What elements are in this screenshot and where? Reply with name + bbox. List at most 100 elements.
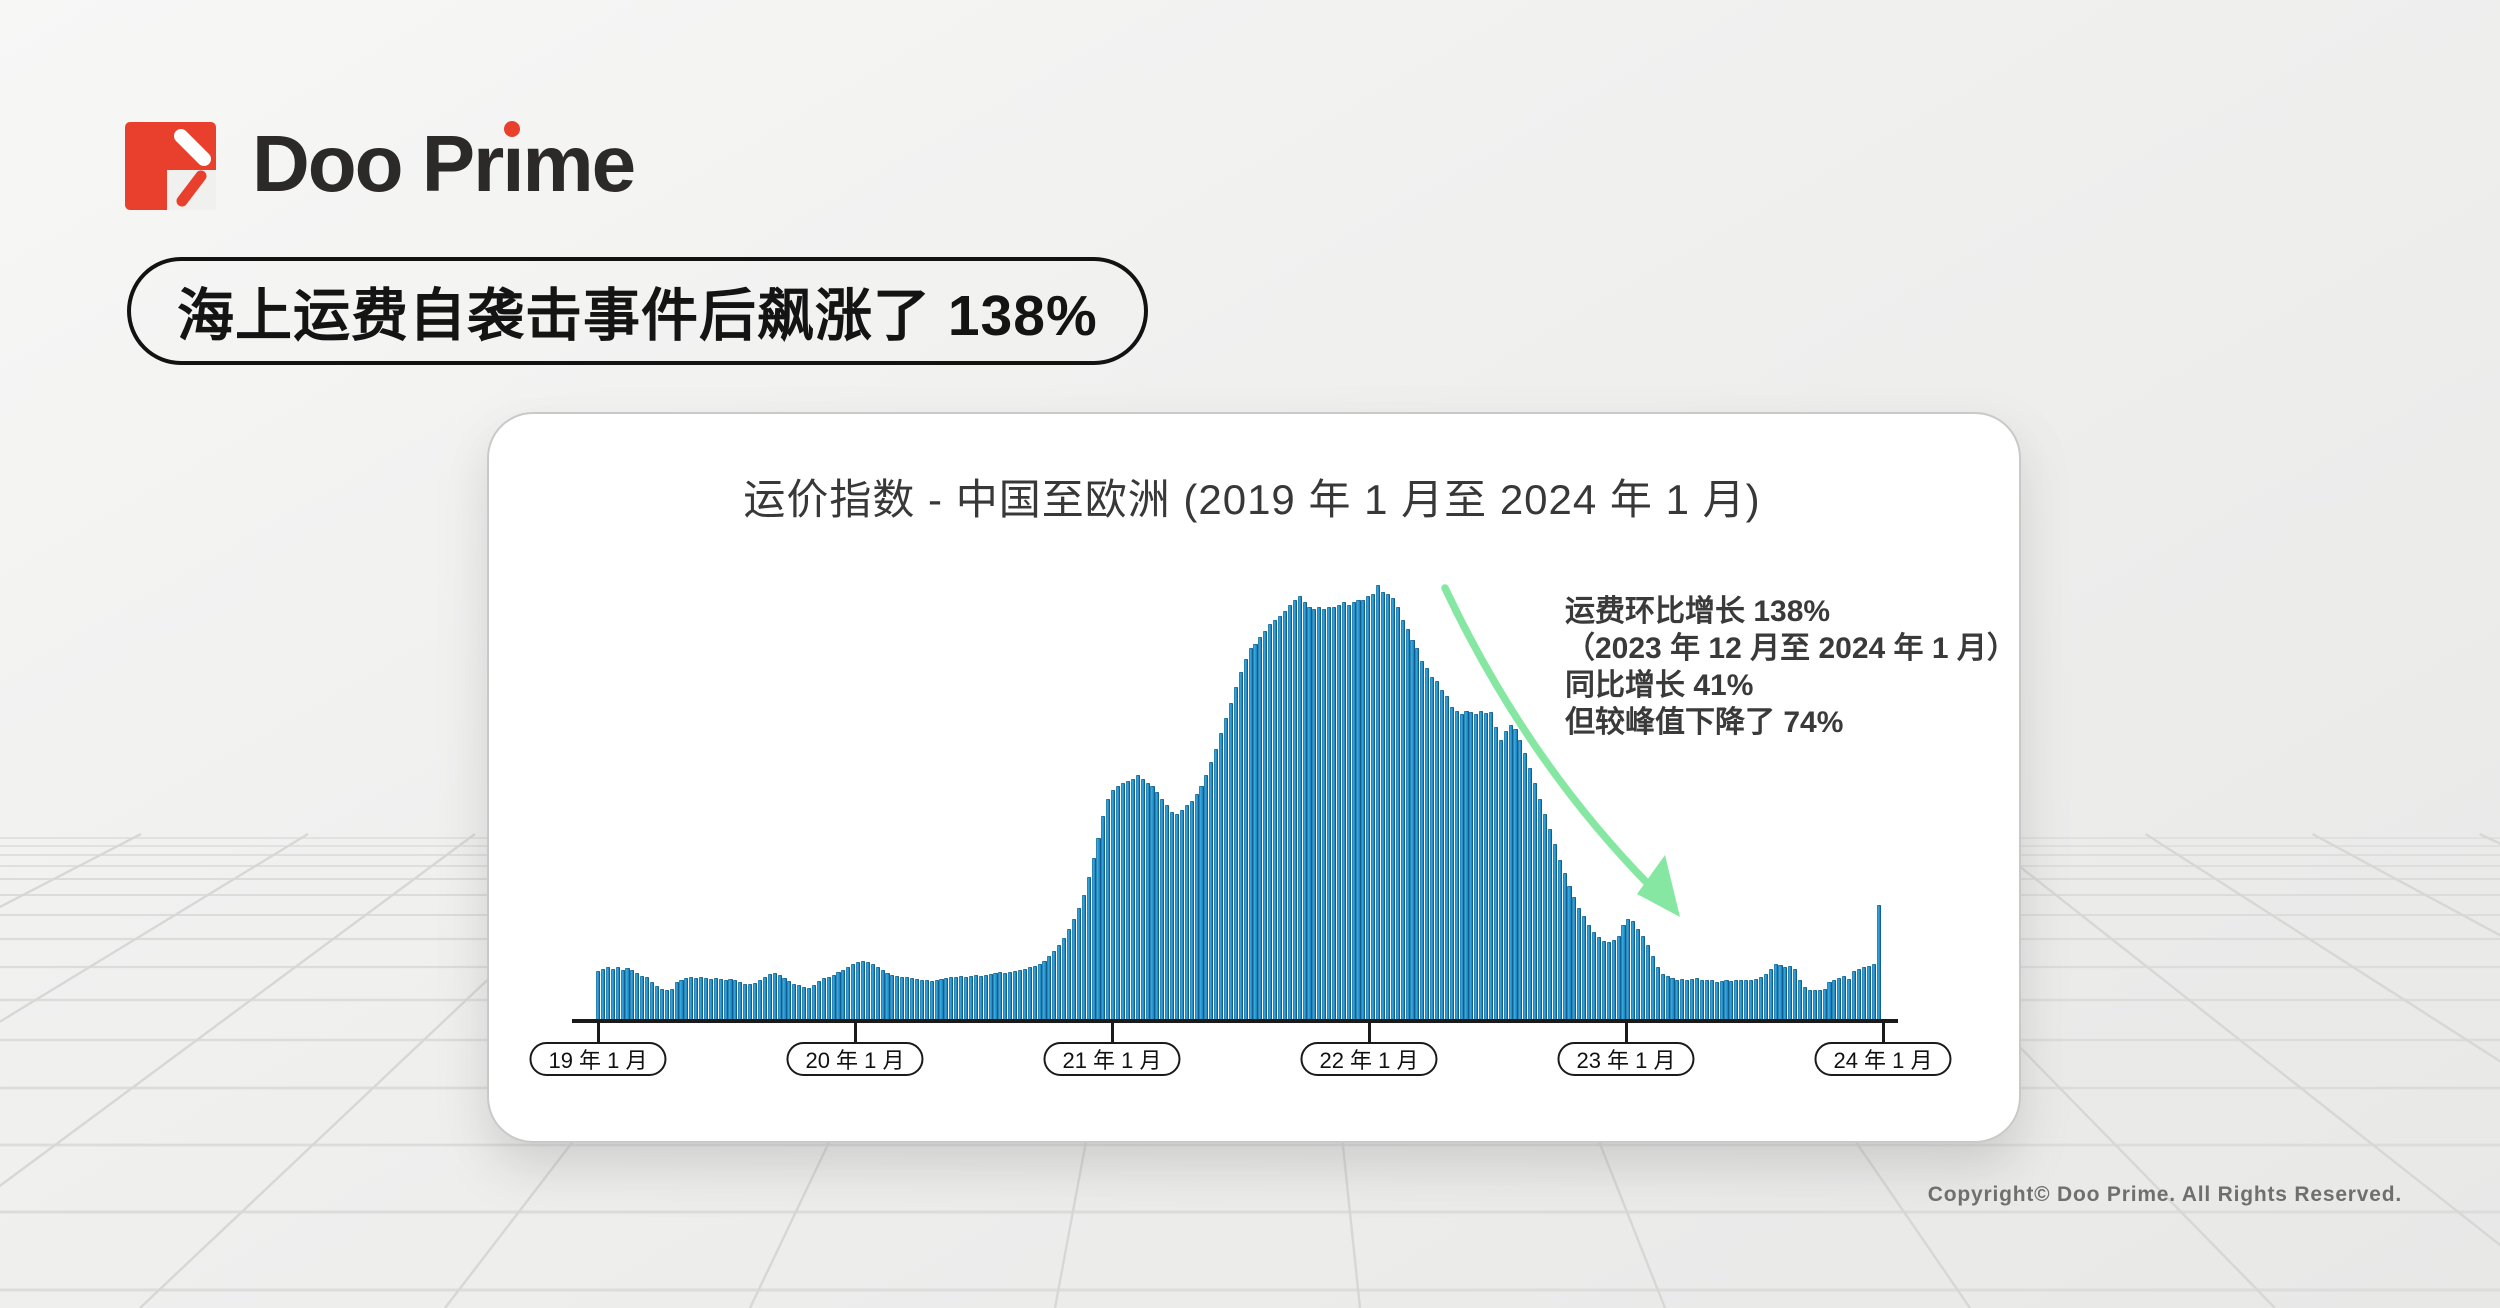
bar xyxy=(1675,979,1680,1021)
bar xyxy=(1695,978,1700,1021)
bar xyxy=(792,983,797,1021)
bar xyxy=(1302,602,1307,1021)
bar xyxy=(1582,916,1587,1021)
bar xyxy=(831,974,836,1021)
grid-perspective-ray xyxy=(1977,833,2500,1247)
bar xyxy=(1484,713,1489,1021)
bar xyxy=(1621,925,1626,1021)
bar xyxy=(748,984,753,1021)
bar xyxy=(620,969,625,1021)
bar xyxy=(1248,648,1253,1021)
bar xyxy=(1729,980,1734,1021)
bar xyxy=(1641,935,1646,1021)
wordmark-red-dot-icon xyxy=(504,121,521,137)
x-axis-tick xyxy=(1624,1023,1628,1042)
bar xyxy=(1459,713,1464,1021)
bar xyxy=(1331,606,1337,1021)
bar xyxy=(1179,809,1184,1021)
bar xyxy=(1434,680,1440,1021)
bar xyxy=(1650,955,1655,1021)
bar xyxy=(1449,707,1454,1021)
bar xyxy=(1390,598,1395,1021)
grid-perspective-ray xyxy=(0,833,476,1188)
bar xyxy=(1631,920,1636,1021)
bar xyxy=(659,989,664,1021)
bar xyxy=(635,973,640,1021)
bar xyxy=(1636,929,1641,1021)
bar xyxy=(733,979,738,1021)
bar xyxy=(895,975,900,1021)
bar xyxy=(1832,980,1837,1021)
bar xyxy=(738,981,743,1021)
bar xyxy=(640,975,645,1021)
bar xyxy=(929,980,934,1021)
chart-title: 运价指数 - 中国至欧洲 (2019 年 1 月至 2024 年 1 月) xyxy=(743,476,1761,523)
bar xyxy=(1601,940,1606,1021)
bar xyxy=(885,973,890,1021)
bar xyxy=(1189,800,1194,1021)
bar xyxy=(1052,951,1057,1021)
bar xyxy=(865,962,870,1021)
bar xyxy=(1395,606,1400,1021)
bar xyxy=(826,977,831,1021)
bar xyxy=(1488,712,1494,1021)
bar xyxy=(1336,604,1341,1021)
bar xyxy=(1734,980,1739,1021)
bar xyxy=(1680,978,1685,1021)
bar xyxy=(851,964,856,1021)
bar xyxy=(684,978,689,1021)
bar xyxy=(1852,970,1857,1021)
bar xyxy=(806,988,812,1021)
bar xyxy=(1361,600,1366,1021)
bar xyxy=(1405,628,1410,1021)
bar xyxy=(772,973,777,1021)
bar xyxy=(1238,672,1243,1021)
bar xyxy=(1753,979,1758,1021)
bar xyxy=(1783,966,1788,1021)
bar xyxy=(811,984,816,1021)
bar xyxy=(1518,739,1523,1021)
bar xyxy=(1376,585,1381,1021)
bar xyxy=(1297,595,1302,1021)
headline-badge: 海上运费自袭击事件后飙涨了 138% xyxy=(127,257,1148,365)
bar xyxy=(821,978,826,1021)
wordmark-i: ı xyxy=(502,112,524,216)
bar xyxy=(1748,980,1754,1021)
bar xyxy=(762,976,767,1021)
x-axis-label-pill: 23 年 1 月 xyxy=(1557,1042,1695,1076)
bar xyxy=(1807,989,1812,1021)
bar xyxy=(728,979,733,1021)
x-axis-label-pill: 24 年 1 月 xyxy=(1814,1042,1952,1076)
bar xyxy=(649,981,655,1021)
bar xyxy=(1454,711,1459,1021)
bar xyxy=(1533,783,1538,1021)
bar xyxy=(1224,717,1229,1021)
bar xyxy=(1552,844,1557,1021)
bar xyxy=(1351,602,1356,1021)
bar xyxy=(1577,907,1582,1021)
bar xyxy=(1866,966,1871,1021)
bar xyxy=(1690,979,1695,1021)
annotation-line: 但较峰值下降了 74% xyxy=(1565,706,1844,739)
bar xyxy=(1199,785,1204,1021)
bar xyxy=(1140,779,1145,1021)
x-axis-line xyxy=(572,1019,1898,1023)
bar xyxy=(718,979,723,1021)
bar xyxy=(1086,877,1091,1021)
bar xyxy=(841,969,846,1021)
bar xyxy=(934,980,939,1021)
x-axis-tick xyxy=(1367,1023,1371,1042)
bar xyxy=(1209,761,1214,1021)
bar xyxy=(1847,979,1852,1021)
bar xyxy=(1346,604,1351,1021)
bar xyxy=(1798,979,1803,1021)
bar xyxy=(1057,944,1062,1021)
bar xyxy=(1788,966,1793,1021)
bar xyxy=(797,985,802,1021)
bar xyxy=(1219,733,1224,1021)
bar xyxy=(605,966,610,1021)
bar xyxy=(1827,982,1832,1021)
bar xyxy=(1032,966,1037,1021)
doo-prime-logo-icon xyxy=(125,120,217,215)
